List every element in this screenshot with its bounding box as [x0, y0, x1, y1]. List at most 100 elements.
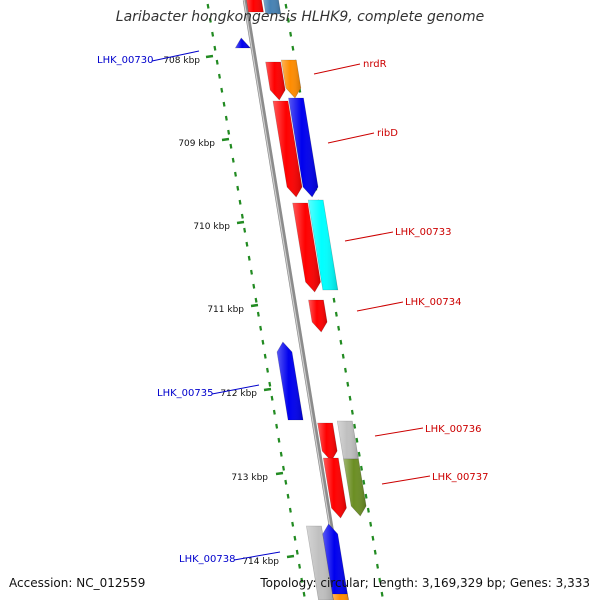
gene-unnamed-17[interactable]: [332, 593, 351, 600]
tick-dot: [220, 87, 224, 93]
ruler-tick-label: 710 kbp: [193, 222, 230, 232]
genome-title: Laribacter hongkongensis HLHK9, complete…: [115, 9, 485, 25]
tick-dot: [227, 129, 231, 135]
gene-label-lhk-00738[interactable]: LHK_00738: [179, 554, 235, 565]
tick-dot: [362, 479, 366, 485]
tick-dot: [350, 409, 354, 415]
tick-dot: [263, 353, 267, 359]
tick-dot: [270, 395, 274, 401]
ruler-tick: [205, 54, 214, 59]
tick-dot: [252, 283, 256, 289]
tick-dot: [206, 3, 210, 9]
gene-label-nrdr[interactable]: nrdR: [363, 59, 387, 70]
inner-tick-ring: [206, 3, 306, 597]
gene-lhk-00735[interactable]: [276, 341, 304, 421]
tick-dot: [231, 157, 235, 163]
tick-dot: [229, 143, 233, 149]
tick-dot: [346, 381, 350, 387]
tick-dot: [302, 591, 306, 597]
tick-dot: [378, 577, 382, 583]
tick-dot: [364, 493, 368, 499]
tick-dot: [208, 17, 212, 23]
tick-dot: [245, 241, 249, 247]
tick-dot: [254, 297, 258, 303]
tick-dot: [266, 367, 269, 373]
tick-dot: [369, 521, 373, 527]
label-leaders: [151, 50, 431, 561]
tick-dot: [211, 31, 215, 37]
leader-line: [356, 301, 404, 312]
tick-dot: [284, 3, 288, 9]
tick-dot: [288, 507, 292, 513]
ruler-tick-label: 712 kbp: [220, 389, 257, 399]
tick-dot: [355, 437, 359, 443]
tick-dot: [376, 563, 380, 569]
ruler-tick: [221, 137, 230, 142]
tick-dot: [295, 549, 299, 555]
tick-dot: [334, 311, 338, 317]
gene-label-lhk-00735[interactable]: LHK_00735: [157, 388, 213, 399]
tick-dot: [282, 465, 285, 471]
accession-text: Accession: NC_012559: [9, 576, 146, 590]
tick-dot: [234, 171, 237, 177]
tick-dot: [215, 59, 219, 65]
tick-dot: [293, 535, 297, 541]
gene-label-lhk-00734[interactable]: LHK_00734: [405, 297, 461, 308]
tick-dot: [380, 591, 384, 597]
gene-label-lhk-00737[interactable]: LHK_00737: [432, 472, 488, 483]
gene-lhk-00737[interactable]: [343, 458, 367, 517]
tick-dot: [284, 479, 288, 485]
ruler: 708 kbp 709 kbp 710 kbp 711 kbp 712 kbp …: [163, 54, 295, 567]
genome-summary-text: Topology: circular; Length: 3,169,329 bp…: [260, 576, 590, 590]
tick-dot: [275, 423, 279, 429]
tick-dot: [353, 423, 357, 429]
ruler-tick-label: 709 kbp: [178, 139, 215, 149]
gene-nrdr[interactable]: [280, 59, 302, 99]
tick-dot: [259, 325, 263, 331]
tick-dot: [371, 535, 375, 541]
ruler-tick: [286, 554, 295, 559]
tick-dot: [218, 73, 221, 79]
leader-line: [374, 427, 424, 437]
tick-dot: [286, 17, 290, 23]
leader-line: [313, 63, 361, 75]
tick-dot: [332, 297, 336, 303]
leader-line: [381, 475, 431, 485]
tick-dot: [339, 339, 343, 345]
ruler-tick: [275, 471, 284, 476]
tick-dot: [256, 311, 260, 317]
tick-dot: [360, 465, 363, 471]
gene-label-lhk-00733[interactable]: LHK_00733: [395, 227, 451, 238]
tick-dot: [337, 325, 341, 331]
gene-label-lhk-00730[interactable]: LHK_00730: [97, 55, 153, 66]
tick-dot: [222, 101, 226, 107]
tick-dot: [243, 227, 247, 233]
tick-dot: [291, 45, 295, 51]
tick-dot: [344, 367, 347, 373]
tick-dot: [357, 451, 361, 457]
ruler-tick-label: 711 kbp: [207, 305, 244, 315]
ruler-tick: [263, 387, 272, 392]
leader-line: [327, 132, 375, 144]
tick-dot: [300, 577, 304, 583]
gene-label-lhk-00736[interactable]: LHK_00736: [425, 424, 481, 435]
gene-labels: LHK_00730 nrdR ribD LHK_00733 LHK_00734 …: [97, 55, 488, 565]
ruler-tick-label: 708 kbp: [163, 56, 200, 66]
ruler-tick-label: 714 kbp: [242, 557, 279, 567]
leader-line: [233, 551, 281, 561]
tick-dot: [279, 451, 283, 457]
ruler-tick: [250, 303, 259, 308]
gene-lhk-00730[interactable]: [234, 37, 252, 49]
tick-dot: [236, 185, 240, 191]
tick-dot: [298, 563, 302, 569]
tick-dot: [240, 213, 244, 219]
leader-line: [151, 50, 200, 62]
ruler-tick: [236, 220, 245, 225]
tick-dot: [247, 255, 251, 261]
tick-dot: [272, 409, 276, 415]
tick-dot: [289, 31, 293, 37]
gene-lhk-00734[interactable]: [308, 299, 328, 333]
gene-label-ribd[interactable]: ribD: [377, 128, 398, 139]
tick-dot: [277, 437, 281, 443]
